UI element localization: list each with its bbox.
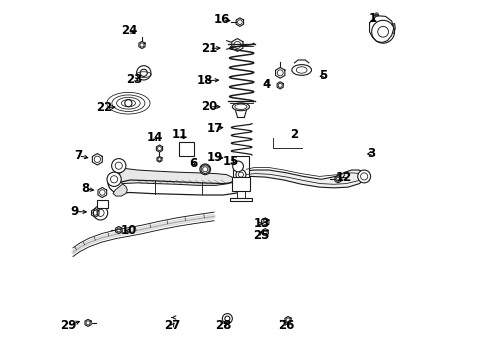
Text: 4: 4 bbox=[262, 78, 270, 91]
Polygon shape bbox=[119, 168, 233, 185]
Text: 7: 7 bbox=[74, 149, 82, 162]
FancyBboxPatch shape bbox=[233, 156, 248, 182]
FancyBboxPatch shape bbox=[97, 200, 107, 207]
Text: 17: 17 bbox=[206, 122, 223, 135]
Circle shape bbox=[107, 172, 121, 186]
Circle shape bbox=[200, 164, 210, 175]
Text: 27: 27 bbox=[164, 319, 180, 332]
Circle shape bbox=[357, 170, 370, 183]
Text: 15: 15 bbox=[222, 155, 239, 168]
Circle shape bbox=[232, 161, 243, 172]
FancyBboxPatch shape bbox=[236, 180, 244, 199]
FancyBboxPatch shape bbox=[231, 177, 249, 192]
Circle shape bbox=[235, 170, 245, 180]
Text: 29: 29 bbox=[61, 319, 77, 332]
Text: 14: 14 bbox=[146, 131, 163, 144]
FancyBboxPatch shape bbox=[179, 142, 194, 157]
Text: 28: 28 bbox=[215, 319, 231, 332]
Text: 13: 13 bbox=[253, 217, 269, 230]
Text: 9: 9 bbox=[71, 205, 79, 218]
Circle shape bbox=[111, 158, 125, 173]
Text: 23: 23 bbox=[126, 73, 142, 86]
Text: 20: 20 bbox=[201, 100, 217, 113]
Text: 12: 12 bbox=[335, 171, 351, 184]
Polygon shape bbox=[113, 184, 127, 196]
Text: 19: 19 bbox=[206, 151, 223, 165]
Text: 25: 25 bbox=[253, 229, 269, 242]
Text: 16: 16 bbox=[214, 13, 230, 27]
Polygon shape bbox=[240, 170, 365, 188]
Text: 11: 11 bbox=[172, 128, 188, 141]
Text: 2: 2 bbox=[289, 128, 297, 141]
Text: 1: 1 bbox=[367, 12, 376, 25]
Circle shape bbox=[93, 206, 107, 220]
Text: 24: 24 bbox=[121, 24, 138, 37]
Text: 10: 10 bbox=[120, 224, 136, 237]
Text: 5: 5 bbox=[318, 69, 326, 82]
Text: 3: 3 bbox=[366, 147, 375, 160]
FancyBboxPatch shape bbox=[230, 198, 251, 202]
Text: 18: 18 bbox=[197, 74, 213, 87]
Text: 22: 22 bbox=[96, 102, 112, 114]
Text: 8: 8 bbox=[81, 183, 89, 195]
Text: 26: 26 bbox=[278, 319, 294, 332]
Text: 6: 6 bbox=[189, 157, 198, 170]
Text: 21: 21 bbox=[201, 42, 217, 55]
